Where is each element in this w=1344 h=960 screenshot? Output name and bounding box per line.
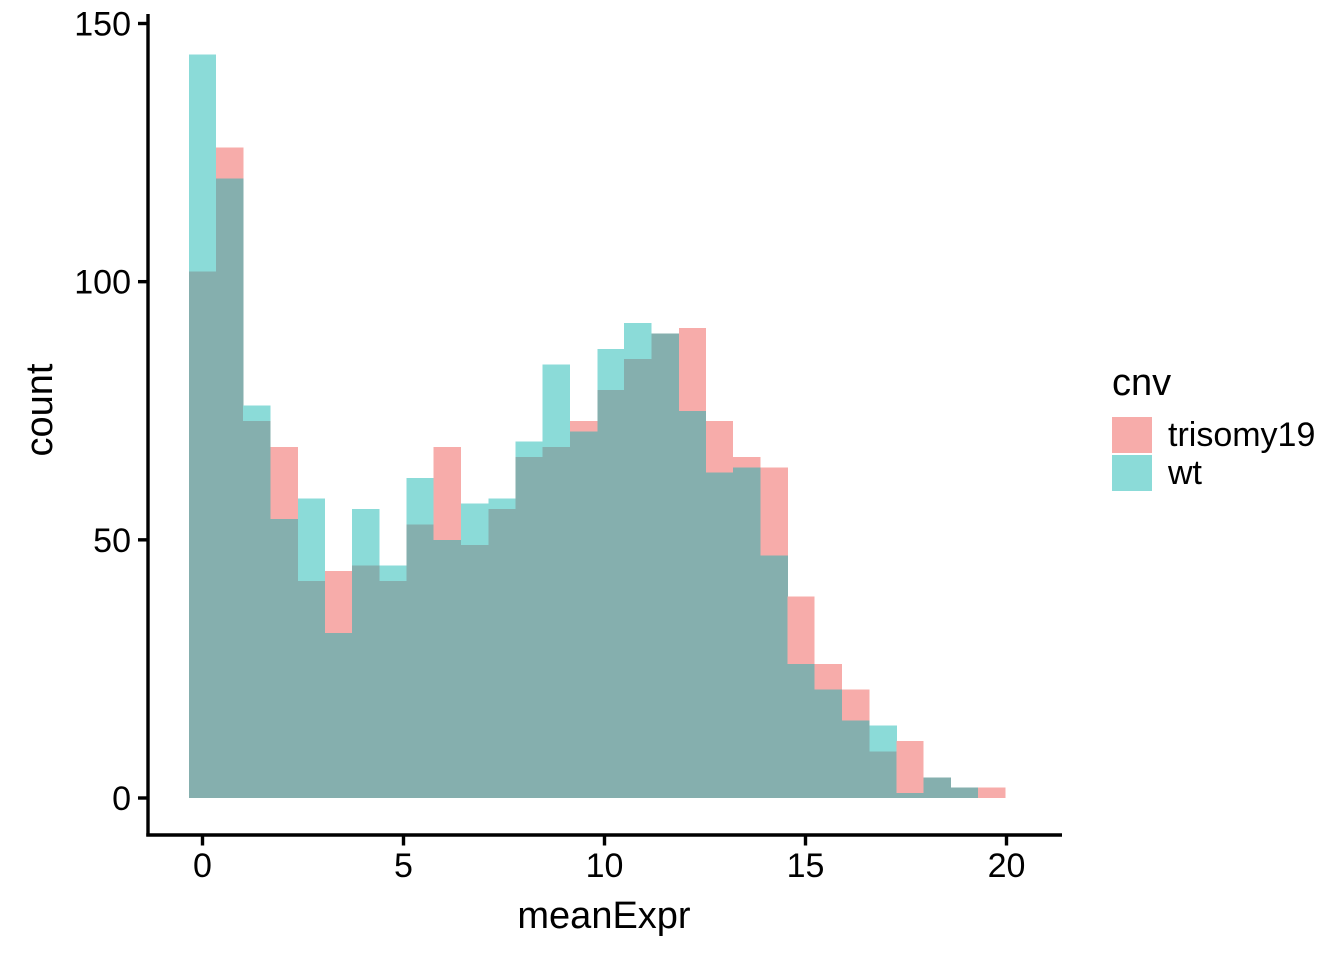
y-axis-tick-labels: 0 50 100 150 (74, 6, 131, 818)
y-axis-title: count (19, 363, 61, 456)
legend-item-wt: wt (1112, 454, 1203, 492)
histogram-bar-wt (515, 441, 543, 458)
histogram-bar-overlap (705, 472, 734, 798)
histogram-bar-overlap (188, 271, 217, 799)
x-tick-label: 15 (787, 847, 825, 885)
legend-key-wt (1112, 455, 1152, 491)
histogram-bar-overlap (814, 689, 843, 798)
histogram-bar-overlap (787, 663, 815, 798)
histogram-bar-wt (488, 498, 516, 509)
y-tick-label: 100 (74, 264, 131, 302)
histogram-bar-overlap (406, 524, 435, 798)
histogram-bar-wt (188, 54, 217, 272)
histogram-bar-trisomy19 (787, 596, 815, 664)
x-axis: 0 5 10 15 20 (146, 833, 1062, 885)
histogram-bar-overlap (433, 539, 461, 798)
histogram-bar-wt (460, 503, 489, 545)
histogram-bar-wt (869, 725, 897, 752)
histogram-bar-trisomy19 (760, 467, 788, 556)
histogram-bar-overlap (270, 519, 298, 798)
legend-label-wt: wt (1167, 454, 1203, 492)
histogram-bar-overlap (678, 410, 707, 798)
histogram-bar-overlap (597, 390, 625, 798)
histogram-bar-wt (624, 322, 652, 360)
histogram-bar-overlap (733, 467, 761, 798)
y-tick-label: 150 (74, 6, 131, 44)
histogram-bar-wt (243, 405, 271, 422)
x-tick-label: 0 (193, 847, 212, 885)
histogram-bar-overlap (379, 581, 407, 798)
histogram-bar-trisomy19 (733, 457, 761, 468)
legend-key-trisomy19 (1112, 417, 1152, 453)
histogram-bar-trisomy19 (569, 421, 598, 432)
histogram-bar-wt (352, 508, 380, 566)
histogram-bar-overlap (216, 178, 244, 799)
histogram-bar-overlap (515, 457, 543, 798)
histogram-bar-overlap (569, 431, 598, 798)
histogram-bar-trisomy19 (977, 787, 1006, 798)
histogram-bar-trisomy19 (814, 663, 843, 690)
histogram-bar-trisomy19 (433, 446, 461, 540)
histogram-bar-overlap (951, 787, 979, 798)
histogram-bar-overlap (624, 359, 652, 798)
histogram-bar-trisomy19 (325, 570, 353, 633)
histogram-bar-overlap (488, 508, 516, 798)
histogram-bar-trisomy19 (678, 328, 707, 411)
histogram-bar-trisomy19 (842, 689, 870, 721)
y-axis: 0 50 100 150 (74, 6, 150, 837)
legend-item-trisomy19: trisomy19 (1112, 416, 1315, 454)
histogram-bar-overlap (297, 581, 326, 798)
histogram-bar-overlap (760, 555, 788, 798)
legend-title: cnv (1112, 362, 1171, 404)
y-tick-label: 50 (93, 522, 131, 560)
histogram-bar-trisomy19 (705, 421, 734, 473)
histogram-bar-trisomy19 (216, 147, 244, 179)
histogram-bar-overlap (651, 333, 679, 798)
x-axis-ticks (200, 836, 1009, 846)
histogram-bar-overlap (842, 720, 870, 798)
histogram-bar-wt (379, 565, 407, 582)
histogram-bar-overlap (325, 632, 353, 798)
histogram-bar-overlap (923, 777, 952, 798)
histogram-bar-overlap (352, 565, 380, 798)
y-axis-ticks (138, 21, 147, 800)
legend: cnv trisomy19 wt (1112, 362, 1315, 492)
histogram-bar-trisomy19 (896, 741, 924, 793)
y-tick-label: 0 (112, 780, 131, 818)
histogram-bar-wt (406, 477, 435, 525)
histogram-bar-overlap (542, 446, 570, 798)
histogram-bar-wt (542, 364, 570, 447)
histogram-bar-trisomy19 (270, 446, 298, 520)
x-axis-title: meanExpr (517, 895, 691, 937)
x-tick-label: 5 (394, 847, 413, 885)
histogram-bar-wt (597, 348, 625, 391)
x-tick-label: 20 (988, 847, 1026, 885)
legend-label-trisomy19: trisomy19 (1168, 416, 1315, 454)
histogram-bar-overlap (869, 751, 897, 798)
histogram-bar-wt (297, 498, 326, 582)
histogram-bars (188, 54, 1006, 799)
x-tick-label: 10 (586, 847, 624, 885)
histogram-bar-overlap (896, 792, 924, 798)
histogram-bar-overlap (460, 544, 489, 798)
x-axis-tick-labels: 0 5 10 15 20 (193, 847, 1025, 885)
histogram-bar-overlap (243, 421, 271, 798)
